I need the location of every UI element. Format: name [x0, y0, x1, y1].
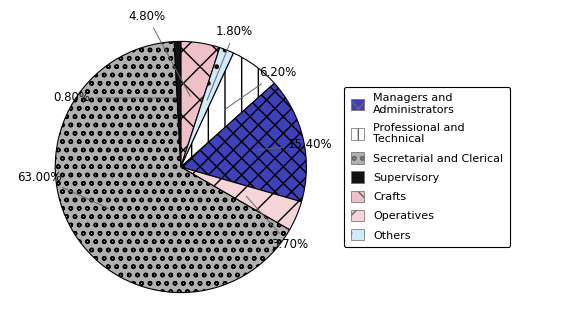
Text: 0.80%: 0.80%	[53, 92, 176, 105]
Text: 6.20%: 6.20%	[224, 66, 296, 110]
Text: 63.00%: 63.00%	[17, 171, 108, 208]
Legend: Managers and
Administrators, Professional and
Technical, Secretarial and Clerica: Managers and Administrators, Professiona…	[344, 87, 510, 247]
Wedge shape	[181, 48, 234, 167]
Text: 15.40%: 15.40%	[257, 138, 332, 151]
Text: 3.70%: 3.70%	[246, 196, 308, 252]
Wedge shape	[181, 167, 301, 230]
Text: 4.80%: 4.80%	[129, 10, 191, 96]
Wedge shape	[174, 41, 181, 167]
Wedge shape	[181, 41, 220, 167]
Wedge shape	[181, 83, 307, 202]
Text: 1.80%: 1.80%	[207, 25, 253, 100]
Wedge shape	[181, 53, 274, 167]
Wedge shape	[55, 42, 289, 293]
